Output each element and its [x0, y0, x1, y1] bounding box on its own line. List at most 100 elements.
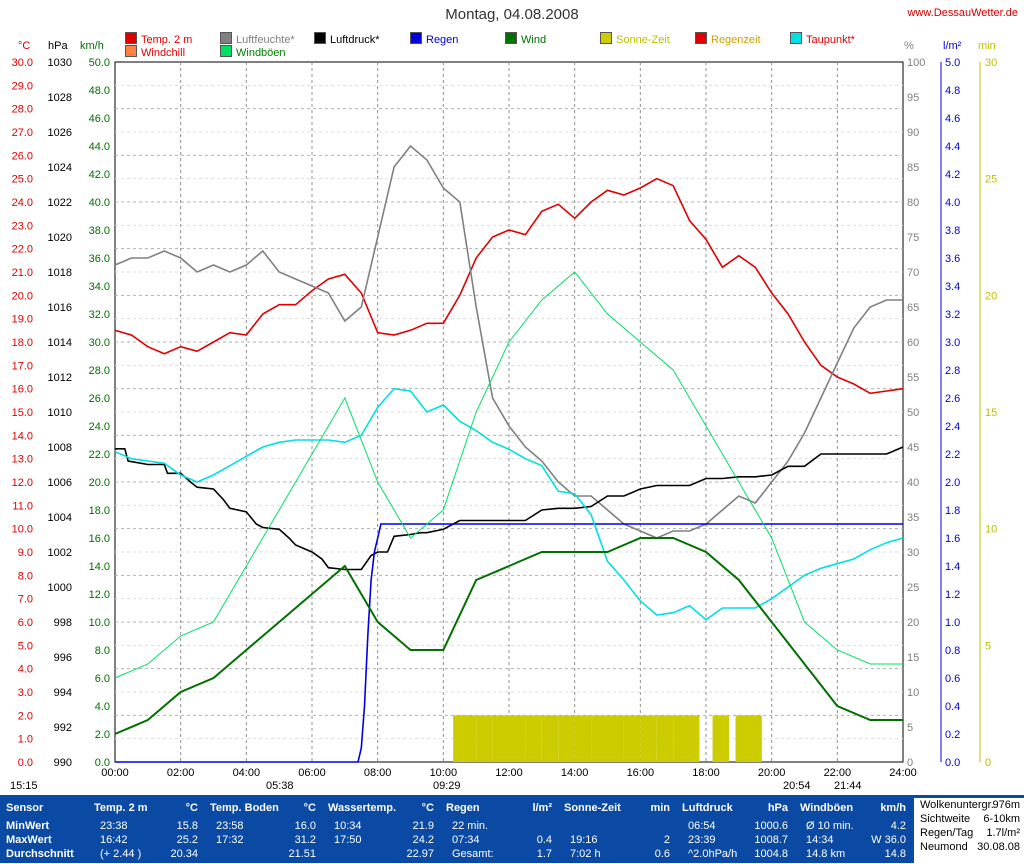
stats-cell-time: 23:58	[216, 820, 244, 832]
x-tick-label: 24:00	[889, 767, 917, 779]
sun-bar	[558, 715, 575, 762]
legend-swatch	[790, 32, 802, 44]
stats-sensor-title: Sensor	[6, 802, 44, 814]
legend-item: Luftfeuchte*	[220, 32, 295, 46]
y-tick-label-temp_c: 13.0	[12, 454, 33, 466]
y-tick-label-wind_kmh: 40.0	[89, 197, 110, 209]
y-tick-label-wind_kmh: 2.0	[95, 729, 110, 741]
y-tick-label-rain_lm2: 3.0	[945, 337, 960, 349]
stats-boeen-unit: km/h	[880, 802, 906, 814]
y-tick-label-wind_kmh: 44.0	[89, 141, 110, 153]
y-tick-label-minutes: 5	[985, 640, 991, 652]
stats-cell-value: 4.2	[890, 820, 906, 832]
y-tick-label-minutes: 15	[985, 407, 997, 419]
y-tick-label-minutes: 25	[985, 174, 997, 186]
unit-temp: °C	[18, 40, 31, 52]
stats-extra-row: Sichtweite 6-10km	[914, 812, 1024, 826]
stats-sonne-row: 19:16 2	[560, 833, 676, 847]
sun-bar	[683, 715, 700, 762]
legend-item: Wind	[505, 32, 546, 46]
y-tick-label-rain_lm2: 4.8	[945, 85, 960, 97]
y-tick-label-rain_lm2: 4.4	[945, 141, 960, 153]
y-tick-label-pressure_hpa: 1020	[48, 232, 72, 244]
y-tick-label-temp_c: 20.0	[12, 290, 33, 302]
stats-boden: Temp. Boden °C 23:58 16.0 17:32 31.2 21.51	[206, 797, 322, 863]
stats-cell-time: Ø 10 min.	[806, 820, 854, 832]
legend-label: Windchill	[141, 47, 186, 59]
unit-rain: l/m²	[943, 40, 962, 52]
x-tick-label: 02:00	[167, 767, 195, 779]
sun-bar	[509, 715, 526, 762]
stats-boden-unit: °C	[303, 802, 316, 814]
y-tick-label-humidity_pct: 100	[907, 57, 925, 69]
y-tick-label-humidity_pct: 40	[907, 477, 919, 489]
y-tick-label-rain_lm2: 1.4	[945, 561, 960, 573]
y-tick-label-humidity_pct: 60	[907, 337, 919, 349]
y-tick-label-temp_c: 17.0	[12, 360, 33, 372]
y-tick-label-humidity_pct: 70	[907, 267, 919, 279]
y-tick-label-temp_c: 12.0	[12, 477, 33, 489]
y-tick-label-temp_c: 28.0	[12, 104, 33, 116]
y-tick-label-humidity_pct: 85	[907, 162, 919, 174]
y-tick-label-humidity_pct: 50	[907, 407, 919, 419]
legend-label: Regenzeit	[711, 34, 761, 46]
stats-boeen-row: 14:34 W 36.0	[796, 833, 912, 847]
sun-bar	[591, 715, 608, 762]
stats-cell-value: 1.7	[536, 848, 552, 860]
y-tick-label-temp_c: 4.0	[18, 664, 33, 676]
stats-cell-value: 25.2	[176, 834, 198, 846]
x-tick-label: 10:00	[430, 767, 458, 779]
stats-extra-value: 30.08.08	[977, 841, 1020, 853]
y-tick-label-temp_c: 7.0	[18, 594, 33, 606]
stats-temp-row: (+ 2.44 ) 20.34	[90, 847, 204, 861]
y-tick-label-minutes: 30	[985, 57, 997, 69]
y-tick-label-wind_kmh: 10.0	[89, 617, 110, 629]
stats-druck-row: 23:39 1008.7	[678, 833, 794, 847]
y-tick-label-rain_lm2: 3.2	[945, 309, 960, 321]
y-tick-label-temp_c: 8.0	[18, 570, 33, 582]
y-tick-label-pressure_hpa: 1010	[48, 407, 72, 419]
stats-row-max: MaxWert	[6, 834, 52, 846]
x-tick-label: 04:00	[233, 767, 261, 779]
y-tick-label-humidity_pct: 55	[907, 372, 919, 384]
first-sun-label: 09:29	[433, 780, 461, 792]
x-tick-label: 06:00	[298, 767, 326, 779]
y-tick-label-wind_kmh: 26.0	[89, 393, 110, 405]
x-tick-label: 16:00	[627, 767, 655, 779]
y-tick-label-humidity_pct: 20	[907, 617, 919, 629]
y-tick-label-humidity_pct: 30	[907, 547, 919, 559]
stats-boeen-title: Windböen	[800, 802, 854, 814]
stats-cell-time: 10:34	[334, 820, 362, 832]
y-tick-label-pressure_hpa: 1028	[48, 92, 72, 104]
legend-item: Luftdruck*	[314, 32, 380, 46]
grid	[115, 62, 903, 762]
stats-cell-time: 07:34	[452, 834, 480, 846]
x-tick-label: 08:00	[364, 767, 392, 779]
legend-swatch	[314, 32, 326, 44]
y-tick-label-rain_lm2: 2.6	[945, 393, 960, 405]
site-link[interactable]: www.DessauWetter.de	[907, 7, 1018, 19]
legend-item: Windböen	[220, 45, 286, 59]
stats-cell-value: 2	[663, 834, 670, 846]
stats-regen-row: 22 min.	[442, 819, 558, 833]
x-tick-label: 14:00	[561, 767, 589, 779]
y-tick-label-minutes: 0	[985, 757, 991, 769]
stats-extra-value: 1.7l/m²	[986, 827, 1020, 839]
y-tick-label-humidity_pct: 95	[907, 92, 919, 104]
stats-cell-value: 21.51	[288, 848, 316, 860]
y-tick-label-pressure_hpa: 1016	[48, 302, 72, 314]
sun-bar	[476, 715, 493, 762]
stats-regen-header: Regen l/m²	[442, 797, 558, 819]
y-tick-label-wind_kmh: 46.0	[89, 113, 110, 125]
sun-bar	[623, 715, 641, 762]
y-tick-label-temp_c: 22.0	[12, 244, 33, 256]
sun-bar	[607, 715, 624, 762]
series-lines	[114, 144, 904, 763]
y-tick-label-wind_kmh: 30.0	[89, 337, 110, 349]
stats-druck: Luftdruck hPa 06:54 1000.6 23:39 1008.7 ^2.0hP…	[678, 797, 794, 863]
y-tick-label-rain_lm2: 0.8	[945, 645, 960, 657]
stats-druck-unit: hPa	[767, 802, 788, 814]
stats-wasser-header: Wassertemp. °C	[324, 797, 440, 819]
y-tick-label-rain_lm2: 2.2	[945, 449, 960, 461]
stats-boeen-row: 14.8 km 14.8	[796, 847, 912, 861]
